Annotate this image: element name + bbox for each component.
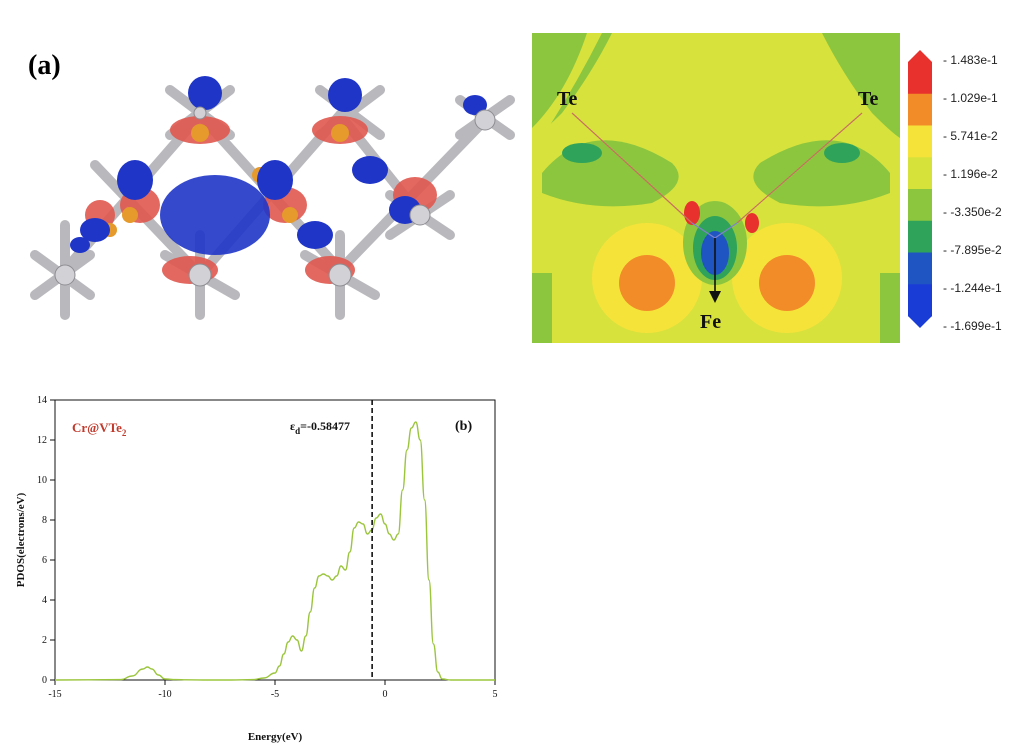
colorbar-segment: [908, 157, 932, 190]
charge-density-map: Te Te Fe: [532, 33, 900, 343]
y-tick-label: 2: [42, 635, 47, 646]
pdos-series-line: [54, 421, 495, 681]
te-left-label: Te: [557, 88, 578, 110]
x-tick-label: -10: [158, 689, 171, 700]
panel-a-label: (a): [28, 50, 61, 81]
plot-frame: [54, 399, 496, 681]
colorbar-segment: [908, 62, 932, 95]
colorbar-segment: [908, 93, 932, 126]
panel-b-label: (b): [455, 419, 472, 434]
y-tick-label: 8: [42, 515, 47, 526]
colorbar-segment: [908, 189, 932, 222]
fe-label: Fe: [700, 311, 721, 333]
d-band-subscript: d: [295, 426, 300, 436]
colorbar-segment: [908, 220, 932, 253]
y-tick-label: 10: [37, 475, 47, 486]
d-band-symbol: ε: [290, 419, 295, 433]
x-tick-label: -15: [48, 689, 61, 700]
colorbar-tick-label: - -7.895e-2: [943, 243, 1002, 257]
colorbar-tick-label: - 1.029e-1: [943, 91, 998, 105]
y-tick-label: 0: [42, 675, 47, 686]
y-axis-title: PDOS(electrons/eV): [15, 492, 27, 587]
colorbar-tick-label: - -1.699e-1: [943, 319, 1002, 333]
colorbar-segment: [908, 284, 932, 317]
legend-subscript: 2: [122, 428, 127, 438]
x-tick-label: -5: [271, 689, 279, 700]
y-tick-label: 4: [42, 595, 47, 606]
colorbar: [908, 50, 932, 328]
d-band-value: =-0.58477: [300, 419, 350, 433]
colorbar-tick-label: - -3.350e-2: [943, 205, 1002, 219]
x-tick-label: 0: [383, 689, 388, 700]
y-tick-label: 6: [42, 555, 47, 566]
te-right-label: Te: [858, 88, 879, 110]
colorbar-tick-label: - -1.244e-1: [943, 281, 1002, 295]
colorbar-segment: [908, 125, 932, 158]
y-tick-label: 12: [37, 435, 47, 446]
svg-text:εd=-0.58477: εd=-0.58477: [290, 419, 350, 436]
colorbar-tick-label: - 1.196e-2: [943, 167, 998, 181]
svg-text:Cr@VTe2: Cr@VTe2: [72, 420, 127, 438]
legend-label: Cr@VTe: [72, 420, 122, 435]
molecule-structure-image: [30, 76, 515, 320]
colorbar-tick-label: - 1.483e-1: [943, 53, 998, 67]
colorbar-segment: [908, 252, 932, 285]
y-tick-label: 14: [37, 395, 47, 406]
x-axis-title: Energy(eV): [248, 731, 303, 743]
x-tick-label: 5: [493, 689, 498, 700]
colorbar-tick-label: - 5.741e-2: [943, 129, 998, 143]
